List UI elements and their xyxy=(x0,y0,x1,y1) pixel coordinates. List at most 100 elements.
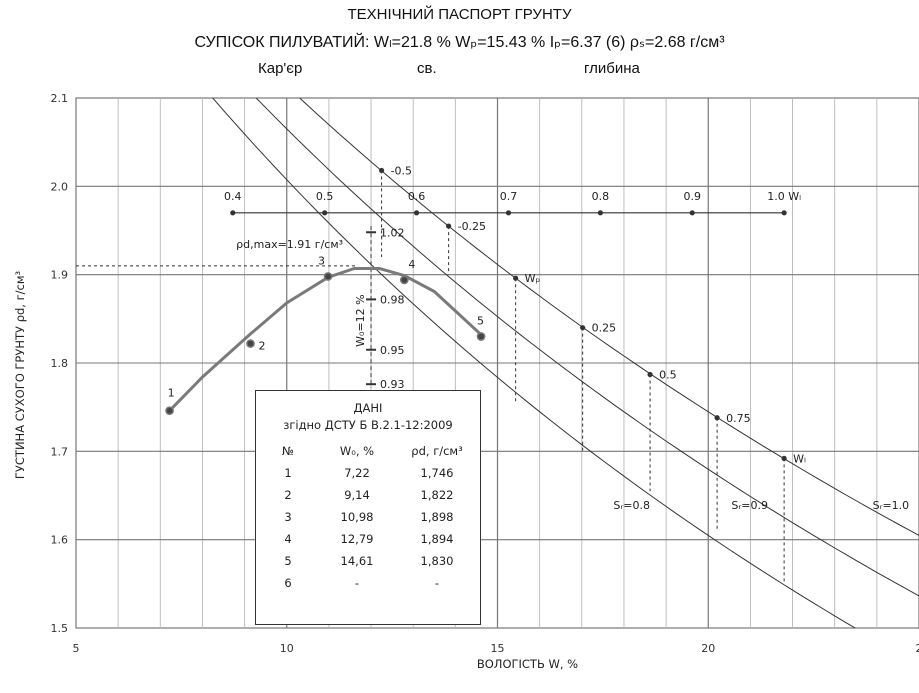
consistency-point xyxy=(513,275,519,281)
saturation-label: Sᵣ=0.9 xyxy=(731,499,768,512)
legend-cell: 1,830 xyxy=(420,554,454,568)
consistency-label: 0.75 xyxy=(726,412,751,425)
compaction-coef-label: 0.93 xyxy=(380,378,405,391)
legend-cell: 2 xyxy=(284,488,292,502)
wl-scale-point xyxy=(230,210,236,216)
y-tick-label: 1.5 xyxy=(51,622,69,635)
x-axis-title: ВОЛОГІСТЬ W, % xyxy=(477,657,578,671)
consistency-point xyxy=(378,167,385,174)
compaction-coef-label: 1.02 xyxy=(380,226,405,239)
y-tick-label: 1.9 xyxy=(51,269,69,282)
consistency-point xyxy=(580,325,586,331)
consistency-point xyxy=(781,455,787,461)
wl-scale-label: 0.4 xyxy=(224,190,242,203)
legend-cell: 7,22 xyxy=(344,466,370,480)
saturation-label: Sᵣ=1.0 xyxy=(873,499,910,512)
page-title: ТЕХНІЧНИЙ ПАСПОРТ ГРУНТУ xyxy=(347,6,572,23)
compaction-point xyxy=(476,332,486,341)
legend-cell: 4 xyxy=(284,532,292,546)
legend-row: 1 7,22 1,746 xyxy=(256,462,480,484)
wl-scale-label: 1.0 Wₗ xyxy=(767,190,801,203)
legend-header-moisture: W₀, % xyxy=(339,444,375,458)
soil-parameters: СУПІСОК ПИЛУВАТИЙ: Wₗ=21.8 % Wₚ=15.43 % … xyxy=(194,34,725,51)
saturation-label: Sᵣ=0.8 xyxy=(613,499,650,512)
legend-cell: 9,14 xyxy=(344,488,370,502)
legend-header-density: ρd, г/см³ xyxy=(411,444,463,458)
wl-scale-label: 0.9 xyxy=(683,190,701,203)
compaction-point xyxy=(165,406,174,416)
compaction-point-label: 5 xyxy=(477,315,484,328)
y-tick-label: 2.0 xyxy=(51,180,69,193)
y-tick-label: 1.7 xyxy=(51,445,69,458)
consistency-label: -0.25 xyxy=(458,220,486,233)
x-tick-label: 20 xyxy=(701,642,715,655)
legend-cell: - xyxy=(434,576,440,590)
legend-subtitle: згідно ДСТУ Б В.2.1-12:2009 xyxy=(283,418,453,432)
well-label: св. xyxy=(417,60,437,77)
legend-cell: 5 xyxy=(284,554,292,568)
grid xyxy=(75,97,919,629)
legend-table: № W₀, % ρd, г/см³ 1 7,22 1,746 2 9,14 1,822 … xyxy=(256,440,480,594)
saturation-line xyxy=(298,98,919,536)
compaction-point-label: 3 xyxy=(318,254,325,267)
data-legend: ДАНІ згідно ДСТУ Б В.2.1-12:2009 № W₀, %… xyxy=(255,390,481,625)
compaction-curve: 1 2 3 4 5 xyxy=(165,254,486,416)
wl-scale-point xyxy=(689,210,695,216)
depth-label: глибина xyxy=(584,60,640,77)
legend-cell: 10,98 xyxy=(340,510,374,524)
compaction-point-label: 1 xyxy=(168,387,175,400)
y-axis-title: ГУСТИНА СУХОГО ГРУНТУ ρd, г/см³ xyxy=(13,270,27,479)
compaction-point xyxy=(399,275,409,285)
optimum-moisture-label: W₀=12 % xyxy=(354,294,367,346)
consistency-point xyxy=(714,415,720,421)
compaction-coef-label: 0.98 xyxy=(380,293,405,306)
saturation-line xyxy=(255,98,919,597)
compaction-point xyxy=(246,339,255,348)
consistency-label: 0.25 xyxy=(592,322,617,335)
legend-header-number: № xyxy=(282,444,294,458)
wl-scale-label: 0.5 xyxy=(316,190,334,203)
legend-row: 3 10,98 1,898 xyxy=(256,506,480,528)
compaction-point xyxy=(323,272,333,281)
consistency-label: Wₚ xyxy=(525,272,541,285)
wl-scale-label: 0.6 xyxy=(408,190,426,203)
legend-cell: 1,822 xyxy=(420,488,454,502)
y-tick-label: 1.8 xyxy=(51,357,69,370)
wl-scale-point xyxy=(413,210,420,216)
legend-cell: - xyxy=(354,576,360,590)
legend-row: 2 9,14 1,822 xyxy=(256,484,480,506)
legend-cell: 1,894 xyxy=(420,532,454,546)
wl-scale-point xyxy=(597,210,603,216)
legend-header-row: № W₀, % ρd, г/см³ xyxy=(256,440,480,462)
y-tick-label: 1.6 xyxy=(51,534,69,547)
legend-cell: 1,746 xyxy=(420,466,454,480)
legend-row: 6 - - xyxy=(256,572,480,594)
saturation-lines xyxy=(212,98,919,628)
wl-scale-label: 0.7 xyxy=(500,190,518,203)
x-tick-label: 10 xyxy=(280,642,294,655)
wl-scale-point xyxy=(505,210,512,216)
consistency-label: -0.5 xyxy=(391,164,412,177)
consistency-point xyxy=(647,371,653,378)
legend-row: 4 12,79 1,894 xyxy=(256,528,480,550)
max-density-label: ρd,max=1.91 г/см³ xyxy=(236,238,343,251)
legend-cell: 6 xyxy=(284,576,292,590)
annotations: Sᵣ=0.8 Sᵣ=0.9 Sᵣ=1.0 ρd,max=1.91 г/см³ 0.4 0.… xyxy=(76,164,910,584)
compaction-point-label: 2 xyxy=(259,340,266,353)
saturation-line xyxy=(212,98,857,628)
compaction-point-label: 4 xyxy=(408,258,415,271)
fitted-curve xyxy=(168,267,483,413)
y-tick-label: 2.1 xyxy=(51,92,69,105)
legend-cell: 1 xyxy=(284,466,292,480)
wl-scale-point xyxy=(781,210,787,216)
consistency-label: 0.5 xyxy=(659,368,677,381)
legend-title: ДАНІ xyxy=(353,401,383,415)
x-tick-label: 5 xyxy=(73,642,80,655)
legend-cell: 1,898 xyxy=(420,510,454,524)
legend-cell: 14,61 xyxy=(340,554,374,568)
legend-cell: 3 xyxy=(284,510,292,524)
quarry-label: Кар'єр xyxy=(258,60,303,77)
legend-row: 5 14,61 1,830 xyxy=(256,550,480,572)
